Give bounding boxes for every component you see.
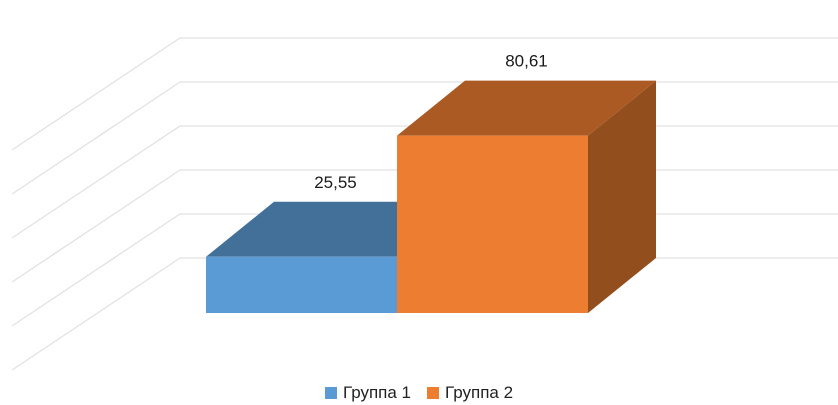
- data-labels: 25,55 80,61: [314, 52, 548, 192]
- legend-swatch-group-2: [427, 387, 439, 399]
- gridline-wall: [11, 81, 181, 195]
- bar-top-face: [397, 80, 656, 136]
- gridline-wall: [11, 37, 181, 151]
- bar-front-face: [397, 135, 588, 313]
- data-label-2: 80,61: [505, 52, 548, 71]
- legend-label-group-1: Группа 1: [342, 383, 411, 402]
- gridline-wall: [11, 213, 181, 327]
- bars: [206, 80, 656, 314]
- legend-item-group-2: Группа 2: [427, 383, 513, 403]
- gridline-wall: [11, 257, 181, 371]
- gridline-wall: [11, 169, 181, 283]
- legend-item-group-1: Группа 1: [324, 383, 411, 403]
- legend-swatch-group-1: [324, 387, 337, 399]
- bar-side-face: [588, 80, 656, 314]
- gridline-wall: [11, 125, 181, 239]
- bar-2: [397, 80, 656, 314]
- legend: Группа 1 Группа 2: [0, 383, 838, 403]
- data-label-1: 25,55: [314, 173, 357, 192]
- legend-label-group-2: Группа 2: [445, 383, 514, 402]
- bar-front-face: [206, 256, 397, 313]
